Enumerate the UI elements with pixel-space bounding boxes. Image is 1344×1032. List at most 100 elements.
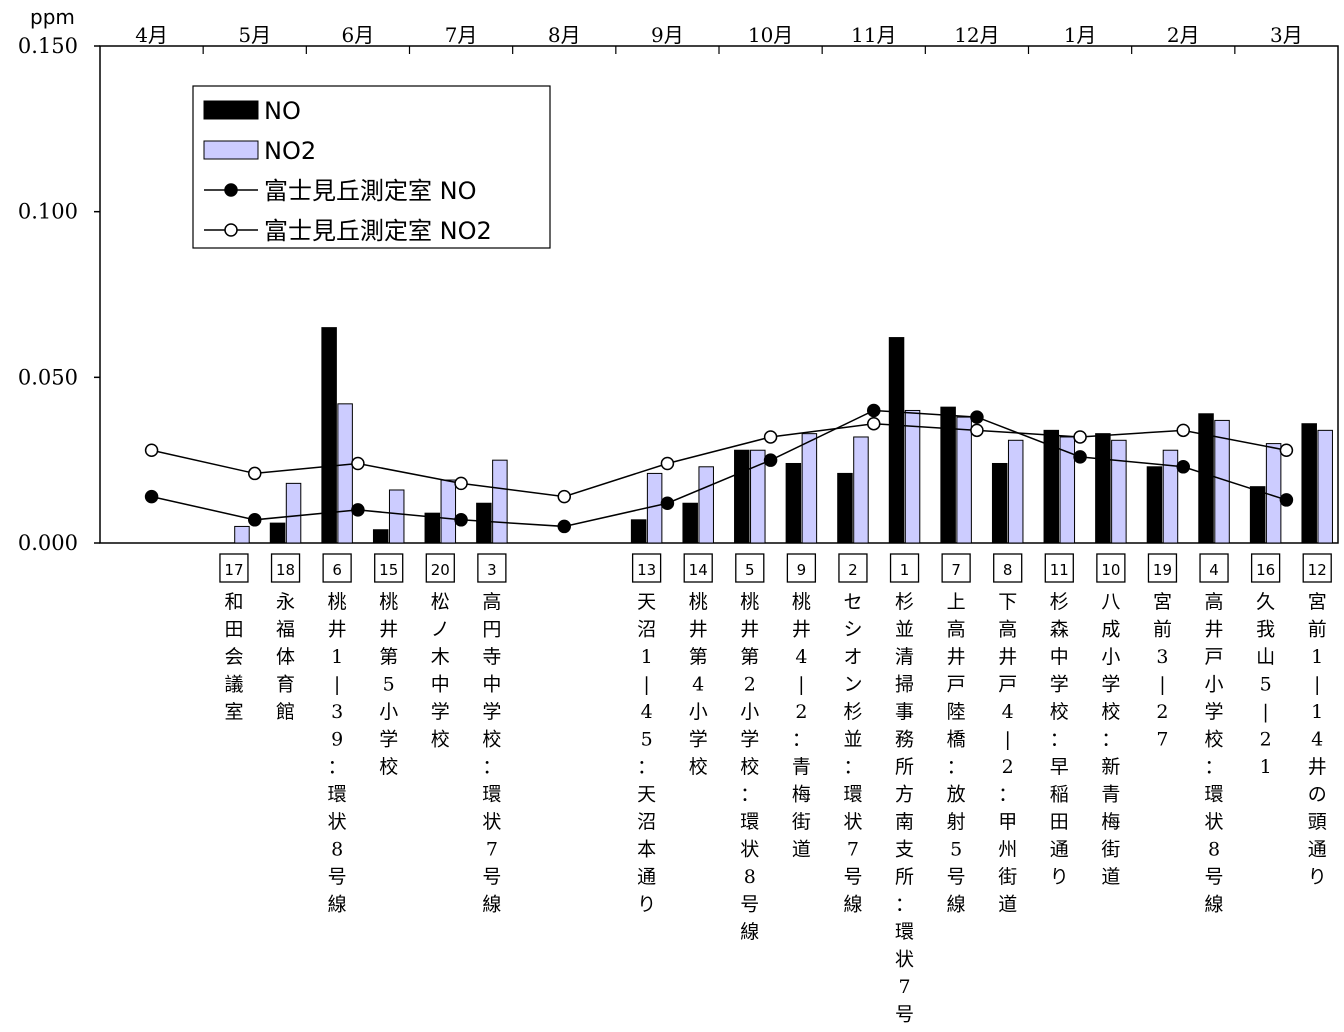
line-fujimigaoka-no — [151, 409, 1287, 528]
marker-no2 — [970, 423, 984, 438]
station-name: 久我山 5 | 2 1 — [1256, 591, 1275, 778]
marker-no — [1279, 493, 1294, 507]
y-axis-label: ppm — [30, 5, 75, 29]
station-number: 15 — [379, 561, 398, 579]
legend-label: 富士見丘測定室 NO2 — [264, 217, 492, 245]
station-number: 18 — [276, 561, 295, 579]
station-number-box — [1250, 553, 1281, 583]
station-number: 19 — [1153, 561, 1172, 579]
station-number-box — [270, 553, 301, 583]
bar-no2-6 — [337, 403, 353, 544]
bar-no2-2 — [853, 436, 869, 544]
marker-no — [351, 503, 365, 517]
station-number-box — [1044, 553, 1074, 583]
marker-no — [454, 513, 468, 527]
station-number: 8 — [1003, 561, 1013, 579]
station-name: 八成小学校：新青梅街道 — [1101, 591, 1120, 888]
marker-no — [557, 519, 571, 534]
legend-label: NO — [264, 97, 301, 125]
month-label: 1月 — [1064, 23, 1097, 47]
marker-no2 — [454, 476, 468, 491]
bar-no2-3 — [492, 459, 508, 544]
legend-label: 富士見丘測定室 NO — [264, 177, 476, 205]
bar-no-7 — [940, 406, 956, 544]
station-number-box — [993, 553, 1023, 583]
bar-no-3 — [476, 502, 492, 544]
station-number-box — [838, 553, 868, 583]
station-number: 7 — [951, 561, 961, 579]
bar-no-5 — [734, 449, 750, 544]
month-label: 11月 — [851, 23, 896, 47]
series-lines — [144, 403, 1294, 534]
month-label: 5月 — [238, 23, 271, 47]
bar-no2-18 — [285, 482, 302, 544]
bar-no-13 — [630, 519, 647, 544]
y-tick-label: 0.050 — [18, 365, 78, 389]
line-fujimigaoka-no2 — [151, 422, 1287, 498]
station-number-box — [735, 553, 765, 583]
marker-no2 — [144, 443, 159, 457]
marker-no — [763, 453, 778, 467]
station-name: 桃井 1 | 3 9 ：環状 8 号線 — [328, 591, 347, 916]
station-name: セシオン杉並：環状 7 号線 — [843, 591, 862, 916]
station-number: 2 — [848, 561, 858, 579]
station-number-box — [631, 553, 662, 583]
marker-no2 — [1073, 430, 1087, 444]
station-number: 17 — [224, 561, 243, 579]
station-number: 9 — [797, 561, 807, 579]
station-number-box — [941, 553, 971, 583]
station-number-box — [322, 553, 352, 583]
bars — [234, 327, 1333, 544]
y-tick-label: 0.150 — [18, 34, 78, 58]
bar-no2-15 — [388, 489, 405, 544]
legend-label: NO2 — [264, 137, 316, 165]
marker-no2 — [763, 430, 778, 444]
station-number-box — [219, 553, 249, 583]
station-name: 宮前 1 | 1 4 井の頭通り — [1308, 591, 1327, 888]
bar-no-9 — [785, 462, 802, 544]
bar-no-19 — [1146, 466, 1163, 544]
bar-no2-5 — [750, 449, 766, 544]
station-name: 永福体育館 — [276, 591, 295, 723]
bar-no-4 — [1198, 413, 1214, 544]
marker-no2 — [867, 416, 881, 431]
bar-no-11 — [1043, 429, 1060, 544]
marker-no — [1176, 460, 1190, 474]
station-number: 6 — [332, 561, 342, 579]
bar-no2-14 — [698, 466, 714, 544]
station-name: 桃井第 5 小学校 — [379, 591, 398, 778]
marker-no — [660, 496, 675, 510]
station-number-box — [425, 553, 455, 583]
station-number: 5 — [745, 561, 755, 579]
bar-no-14 — [682, 502, 698, 544]
station-number-box — [374, 553, 404, 583]
bar-no2-7 — [956, 416, 972, 544]
bar-no-12 — [1301, 423, 1317, 544]
y-tick-label: 0.000 — [18, 531, 78, 555]
bar-no2-12 — [1317, 429, 1333, 544]
bar-no-15 — [372, 529, 389, 544]
marker-no2 — [1176, 423, 1190, 438]
station-name: 高井戸小学校：環状 8 号線 — [1205, 591, 1224, 916]
station-number: 16 — [1256, 561, 1275, 579]
bar-no-1 — [888, 337, 905, 544]
month-label: 7月 — [445, 23, 478, 47]
bar-no2-19 — [1162, 449, 1179, 544]
month-label: 6月 — [342, 23, 375, 47]
bar-no-18 — [269, 522, 286, 544]
station-name: 桃井第 4 小学校 — [689, 591, 708, 778]
legend-swatch — [203, 140, 259, 160]
month-label: 8月 — [548, 23, 581, 47]
y-tick-label: 0.100 — [18, 200, 78, 224]
legend-swatch — [203, 100, 259, 120]
legend: NO NO2 富士見丘測定室 NO 富士見丘測定室 NO2 — [192, 85, 551, 249]
station-name: 松ノ木中学校 — [431, 591, 450, 751]
month-labels: 4月 5月 6月 7月 8月 9月 10月 11月 12月 1月 2月 3月 — [135, 23, 1303, 47]
marker-no — [248, 513, 262, 527]
marker-no — [970, 410, 984, 424]
bar-no2-11 — [1059, 436, 1076, 544]
month-label: 2月 — [1167, 23, 1200, 47]
